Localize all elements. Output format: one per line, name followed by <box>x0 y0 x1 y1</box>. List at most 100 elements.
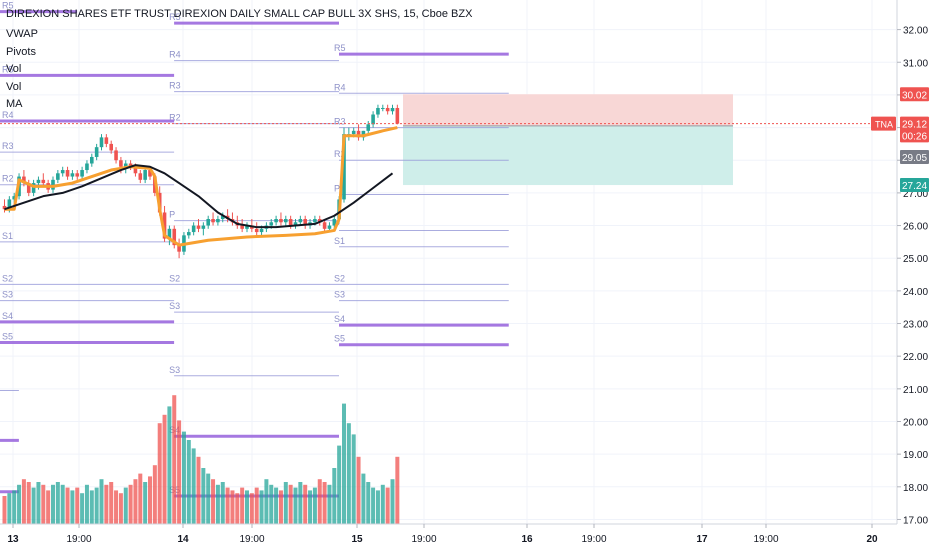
symbol-title[interactable]: DIREXION SHARES ETF TRUST DIREXION DAILY… <box>6 8 473 20</box>
candle[interactable] <box>70 173 75 177</box>
ma-line[interactable] <box>4 164 394 229</box>
candle[interactable] <box>361 130 366 138</box>
candle[interactable] <box>381 107 385 109</box>
candle[interactable] <box>22 176 26 184</box>
candle[interactable] <box>269 222 274 226</box>
legend-volume[interactable]: Vol <box>6 63 22 75</box>
legend-ma[interactable]: MA <box>6 98 23 110</box>
price-tick-label: 21.00 <box>903 385 928 396</box>
stop-price-tag[interactable]: 27.24 <box>900 178 929 193</box>
volume-bar <box>89 490 94 524</box>
last-price-tag[interactable]: 29.12 <box>900 116 929 131</box>
candle[interactable] <box>332 219 337 226</box>
candle[interactable] <box>279 219 283 223</box>
candle[interactable] <box>220 215 225 220</box>
candle[interactable] <box>99 137 104 148</box>
candle[interactable] <box>351 130 356 135</box>
candle[interactable] <box>327 225 332 229</box>
pivot-label: R5 <box>169 12 181 22</box>
candle[interactable] <box>167 228 172 239</box>
candle[interactable] <box>119 160 123 167</box>
candle[interactable] <box>51 179 55 190</box>
time-axis[interactable]: 13 19:00 14 19:00 15 19:00 16 19:00 17 19:00 20 <box>0 523 897 545</box>
volume-bar <box>206 473 211 524</box>
candle[interactable] <box>254 228 259 233</box>
candle[interactable] <box>274 219 278 223</box>
candle[interactable] <box>123 163 128 167</box>
volume-bar <box>84 484 89 524</box>
candle[interactable] <box>12 196 16 200</box>
candle[interactable] <box>240 225 244 229</box>
price-axis[interactable]: 32.0031.0030.0029.0028.0027.0026.0025.00… <box>871 0 929 526</box>
candle[interactable] <box>104 137 109 144</box>
candle[interactable] <box>298 219 303 223</box>
candle[interactable] <box>7 199 12 210</box>
price-tick-label: 31.00 <box>903 58 928 69</box>
candle[interactable] <box>60 170 65 174</box>
candle[interactable] <box>75 173 80 177</box>
candle[interactable] <box>133 166 138 174</box>
candle[interactable] <box>162 212 167 239</box>
candle[interactable] <box>191 225 196 233</box>
candle[interactable] <box>322 222 327 229</box>
volume-bar <box>191 448 196 524</box>
candle[interactable] <box>366 124 371 131</box>
candle[interactable] <box>128 163 133 167</box>
candle[interactable] <box>342 134 346 200</box>
take-profit-price-tag-text: 30.02 <box>902 90 927 101</box>
candle[interactable] <box>94 147 99 157</box>
candle[interactable] <box>259 228 264 233</box>
candle[interactable] <box>376 107 380 115</box>
time-tick-label: 19:00 <box>753 534 778 545</box>
candle[interactable] <box>148 170 152 177</box>
candle[interactable] <box>109 143 113 151</box>
candle[interactable] <box>390 107 395 112</box>
candle[interactable] <box>138 173 143 180</box>
position-target-zone[interactable] <box>403 94 733 126</box>
candle[interactable] <box>36 179 41 184</box>
legend-vwap[interactable]: VWAP <box>6 28 38 40</box>
vwap-line[interactable] <box>4 126 398 247</box>
candle[interactable] <box>245 225 249 229</box>
candle[interactable] <box>385 107 390 112</box>
candle[interactable] <box>303 219 307 226</box>
bar-countdown-tag[interactable]: 00:26 <box>900 128 929 143</box>
candle[interactable] <box>293 222 298 226</box>
candle[interactable] <box>85 163 89 171</box>
candle[interactable] <box>187 232 191 236</box>
candle[interactable] <box>80 170 84 177</box>
symbol-price-tag[interactable]: TNA <box>871 116 896 131</box>
candle[interactable] <box>2 205 7 210</box>
candle[interactable] <box>196 225 201 229</box>
position-stop-zone[interactable] <box>403 125 733 186</box>
candle[interactable] <box>201 225 206 229</box>
candle[interactable] <box>90 156 94 164</box>
candle[interactable] <box>56 173 60 180</box>
candle[interactable] <box>26 183 31 193</box>
candle[interactable] <box>177 245 181 252</box>
candle[interactable] <box>172 228 177 246</box>
candle[interactable] <box>356 130 361 138</box>
candle[interactable] <box>395 107 400 124</box>
candle[interactable] <box>288 219 293 226</box>
legend-pivots[interactable]: Pivots <box>6 45 36 58</box>
candle[interactable] <box>284 219 288 223</box>
take-profit-price-tag[interactable]: 30.02 <box>900 87 929 102</box>
candle[interactable] <box>216 219 220 223</box>
candle[interactable] <box>317 219 322 223</box>
legend-volume-2[interactable]: Vol <box>6 80 22 93</box>
plot-area[interactable] <box>0 0 896 524</box>
pivot-label: R2 <box>2 174 14 184</box>
candle[interactable] <box>313 219 317 223</box>
candle[interactable] <box>371 114 375 125</box>
candle[interactable] <box>206 219 210 226</box>
candle[interactable] <box>143 170 147 180</box>
candle[interactable] <box>211 219 215 223</box>
candle[interactable] <box>41 179 46 184</box>
candle[interactable] <box>114 150 118 161</box>
candle[interactable] <box>65 170 70 177</box>
entry-price-tag[interactable]: 29.05 <box>900 149 929 164</box>
candle[interactable] <box>31 183 36 193</box>
